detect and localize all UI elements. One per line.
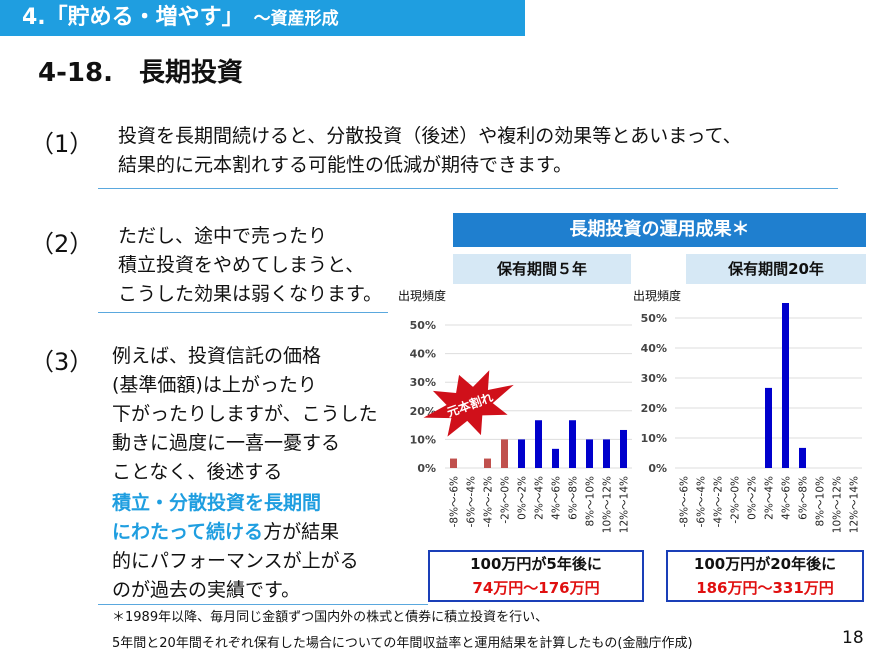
burst-shape: [423, 370, 514, 437]
burst-badge: 元本割れ: [423, 370, 514, 437]
text-line: 下がったりしますが、こうした: [112, 403, 378, 425]
y-tick-label: 30%: [641, 372, 667, 385]
bar: [552, 448, 559, 468]
bar: [501, 439, 508, 468]
result-label: 100万円が20年後に: [693, 555, 837, 573]
result-box-20y: 100万円が20年後に 186万円～331万円: [666, 550, 864, 602]
bar: [484, 458, 491, 468]
divider: [98, 188, 838, 189]
bar: [620, 429, 627, 468]
text-line: ことなく、後述する: [112, 461, 283, 483]
divider: [98, 604, 428, 605]
text-line: 例えば、投資信託の価格: [112, 345, 322, 367]
point-3-text: 例えば、投資信託の価格 (基準価額)は上がったり 下がったりしますが、こうした …: [112, 342, 378, 605]
result-label: 100万円が5年後に: [470, 555, 602, 573]
x-tick-label: -8%～-6%: [679, 476, 691, 527]
point-2-text: ただし、途中で売ったり 積立投資をやめてしまうと、 こうした効果は弱くなります。: [118, 222, 382, 309]
bar: [799, 447, 806, 468]
y-tick-label: 0%: [417, 462, 436, 475]
y-tick-label: 30%: [410, 376, 436, 389]
footnote-1: ＊1989年以降、毎月同じ金額ずつ国内外の株式と債券に積立投資を行い、: [112, 610, 549, 625]
chart-1: 0%10%20%30%40%50%-8%～-6% -6%～-4% -4%～-2% -2…: [410, 319, 632, 533]
result-box-5y: 100万円が5年後に 74万円～176万円: [428, 550, 644, 602]
x-tick-label: -2%～0%: [730, 476, 742, 524]
y-tick-label: 40%: [410, 348, 436, 361]
bar: [450, 458, 457, 468]
point-2-number: （2）: [30, 230, 94, 258]
bar: [782, 303, 789, 468]
result-range: 186万円～331万円: [696, 579, 834, 597]
x-tick-label: 6%～8%: [568, 476, 580, 520]
x-tick-label: 12%～14%: [619, 476, 631, 533]
x-tick-label: -4%～-2%: [483, 476, 495, 527]
y-tick-label: 50%: [410, 319, 436, 332]
chart-1-ylabel: 出現頻度: [398, 289, 447, 303]
x-tick-label: 4%～6%: [551, 476, 563, 520]
text-line: 的にパフォーマンスが上がる: [112, 550, 359, 572]
x-tick-label: 8%～10%: [585, 476, 597, 527]
point-3-number: （3）: [30, 348, 94, 376]
text-line: こうした効果は弱くなります。: [118, 283, 383, 305]
text-line: 積立投資をやめてしまうと、: [118, 254, 365, 276]
highlight-text: にわたって続ける: [112, 521, 264, 543]
text-line: (基準価額)は上がったり: [112, 374, 317, 396]
section-title: 4.「貯める・増やす」: [22, 5, 244, 30]
y-tick-label: 10%: [641, 432, 667, 445]
x-tick-label: 6%～8%: [798, 476, 810, 520]
y-tick-label: 0%: [648, 462, 667, 475]
x-tick-label: 0%～2%: [747, 476, 759, 520]
x-tick-label: -6%～-4%: [696, 476, 708, 527]
bar: [569, 420, 576, 468]
highlight-text: 積立・分散投資を長期間: [112, 492, 322, 514]
text-line: 投資を長期間続けると、分散投資（後述）や複利の効果等とあいまって、: [118, 125, 742, 147]
chart-2-ylabel: 出現頻度: [633, 289, 682, 303]
chart-2-title: 保有期間20年: [686, 254, 866, 284]
y-tick-label: 20%: [641, 402, 667, 415]
y-tick-label: 40%: [641, 342, 667, 355]
x-tick-label: 8%～10%: [815, 476, 827, 527]
x-tick-label: 10%～12%: [832, 476, 844, 533]
footnote-2: 5年間と20年間それぞれ保有した場合についての年間収益率と運用結果を計算したもの…: [112, 636, 693, 651]
point-1-text: 投資を長期間続けると、分散投資（後述）や複利の効果等とあいまって、 結果的に元本…: [118, 122, 742, 180]
x-tick-label: 2%～4%: [764, 476, 776, 520]
bar: [586, 439, 593, 468]
chart-header: 長期投資の運用成果＊: [453, 213, 866, 247]
point-1-number: （1）: [30, 130, 94, 158]
bar: [518, 439, 525, 468]
chart-1-title: 保有期間５年: [453, 254, 631, 284]
text-line: ただし、途中で売ったり: [118, 225, 328, 247]
result-range: 74万円～176万円: [472, 579, 600, 597]
text-line: 動きに過度に一喜一憂する: [112, 432, 341, 454]
section-header: 4.「貯める・増やす」 ～資産形成: [0, 0, 525, 36]
y-tick-label: 10%: [410, 433, 436, 446]
text-line: 結果的に元本割れする可能性の低減が期待できます。: [118, 154, 573, 176]
x-tick-label: 12%～14%: [849, 476, 861, 533]
page-title: 4-18. 長期投資: [38, 58, 243, 88]
page-number: 18: [842, 628, 864, 648]
x-tick-label: -8%～-6%: [449, 476, 461, 527]
text-line: のが過去の実績です。: [112, 579, 301, 601]
text-line: 方が結果: [263, 521, 340, 543]
x-tick-label: 0%～2%: [517, 476, 529, 520]
x-tick-label: -4%～-2%: [713, 476, 725, 527]
chart-2: 0% 10% 20% 30% 40% 50% -8%～-6% -6%～-4% -4%～-2% -2…: [641, 303, 862, 533]
x-tick-label: 10%～12%: [602, 476, 614, 533]
x-tick-label: -2%～0%: [500, 476, 512, 524]
bar: [603, 439, 610, 468]
x-tick-label: 4%～6%: [781, 476, 793, 520]
bar: [535, 420, 542, 468]
x-tick-label: -6%～-4%: [466, 476, 478, 527]
divider: [98, 312, 388, 313]
y-tick-label: 50%: [641, 312, 667, 325]
bar: [765, 387, 772, 468]
section-subtitle: ～資産形成: [253, 9, 339, 29]
x-tick-label: 2%～4%: [534, 476, 546, 520]
